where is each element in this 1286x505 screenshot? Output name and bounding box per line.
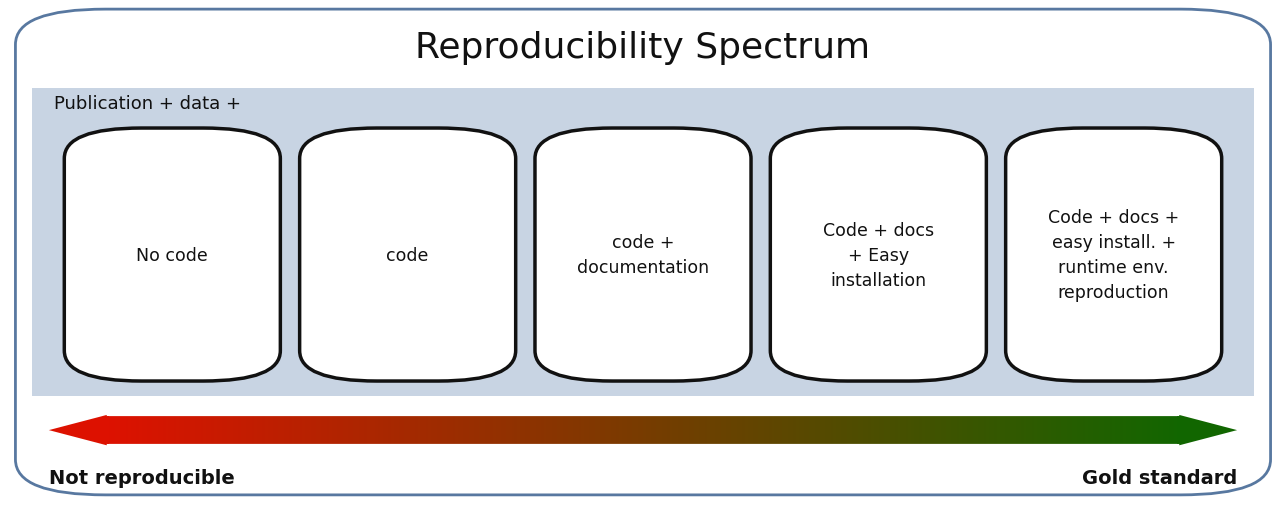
Polygon shape [1179, 415, 1237, 445]
FancyBboxPatch shape [1006, 129, 1222, 381]
Polygon shape [49, 415, 107, 445]
Text: No code: No code [136, 246, 208, 264]
Text: Publication + data +: Publication + data + [54, 94, 240, 113]
FancyBboxPatch shape [32, 88, 1254, 396]
Text: Gold standard: Gold standard [1082, 468, 1237, 487]
Text: Code + docs +
easy install. +
runtime env.
reproduction: Code + docs + easy install. + runtime en… [1048, 209, 1179, 301]
FancyBboxPatch shape [300, 129, 516, 381]
Text: code: code [387, 246, 428, 264]
FancyBboxPatch shape [64, 129, 280, 381]
FancyBboxPatch shape [770, 129, 986, 381]
Text: code +
documentation: code + documentation [577, 234, 709, 276]
Text: Code + docs
+ Easy
installation: Code + docs + Easy installation [823, 221, 934, 289]
FancyBboxPatch shape [15, 10, 1271, 495]
FancyBboxPatch shape [535, 129, 751, 381]
Text: Reproducibility Spectrum: Reproducibility Spectrum [415, 31, 871, 65]
Text: Not reproducible: Not reproducible [49, 468, 234, 487]
